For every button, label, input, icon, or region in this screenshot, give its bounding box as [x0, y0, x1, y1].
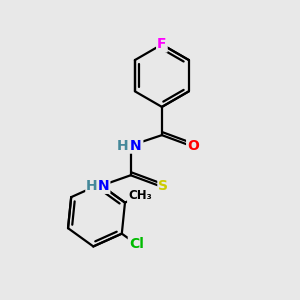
Text: S: S	[158, 179, 168, 193]
Text: F: F	[157, 38, 167, 52]
Text: N: N	[98, 179, 110, 193]
Text: Cl: Cl	[129, 237, 144, 251]
Text: N: N	[129, 139, 141, 152]
Text: HN: HN	[119, 139, 142, 152]
Text: O: O	[187, 139, 199, 152]
Text: CH₃: CH₃	[128, 189, 152, 203]
Text: H: H	[117, 139, 129, 152]
Text: H: H	[86, 179, 98, 193]
